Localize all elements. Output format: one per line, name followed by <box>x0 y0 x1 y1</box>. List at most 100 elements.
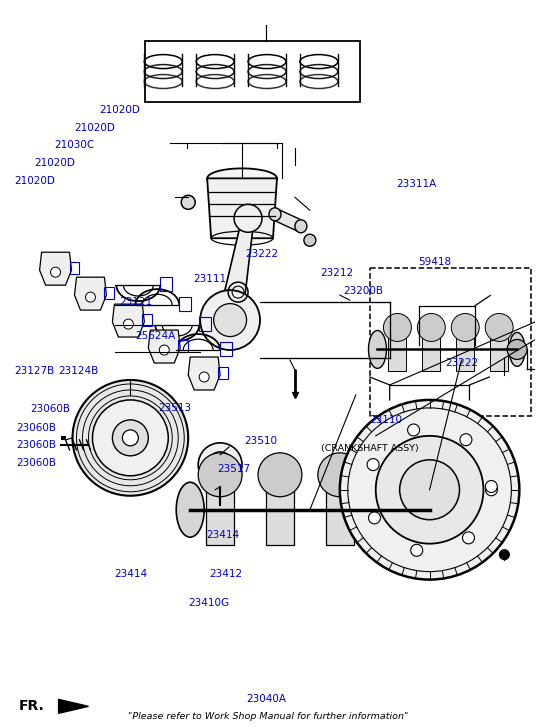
Text: 23060B: 23060B <box>30 404 70 414</box>
Circle shape <box>486 483 497 496</box>
Bar <box>326 475 354 510</box>
Circle shape <box>407 424 420 436</box>
Circle shape <box>304 234 316 246</box>
Circle shape <box>207 452 233 478</box>
Text: 23127B: 23127B <box>14 366 54 376</box>
Polygon shape <box>207 178 277 238</box>
Bar <box>456 350 474 371</box>
Bar <box>389 350 406 371</box>
Circle shape <box>159 345 169 355</box>
Bar <box>386 510 414 545</box>
Circle shape <box>113 420 148 456</box>
Polygon shape <box>113 304 144 337</box>
Text: 21020D: 21020D <box>34 158 75 168</box>
Text: 23414: 23414 <box>115 569 148 579</box>
Bar <box>145 41 360 103</box>
Text: 23060B: 23060B <box>17 458 57 468</box>
Circle shape <box>367 459 379 470</box>
Circle shape <box>368 512 381 524</box>
Text: FR.: FR. <box>19 699 44 713</box>
Bar <box>266 475 294 510</box>
Ellipse shape <box>509 332 525 366</box>
Text: 23060B: 23060B <box>17 423 57 433</box>
Ellipse shape <box>295 220 307 233</box>
Bar <box>199 317 211 331</box>
Text: 23212: 23212 <box>321 268 354 278</box>
Circle shape <box>200 290 260 350</box>
Bar <box>206 510 234 545</box>
Polygon shape <box>75 277 107 310</box>
Bar <box>456 327 474 350</box>
Text: 23311A: 23311A <box>396 179 436 188</box>
Circle shape <box>92 400 168 475</box>
Text: 21020D: 21020D <box>14 177 55 186</box>
Text: 23510: 23510 <box>244 436 277 446</box>
Polygon shape <box>218 217 254 322</box>
Polygon shape <box>58 699 88 713</box>
Text: 23414: 23414 <box>206 531 240 540</box>
Ellipse shape <box>269 208 281 221</box>
Bar <box>206 475 234 510</box>
Bar <box>179 297 191 311</box>
Text: "Please refer to Work Shop Manual for further information": "Please refer to Work Shop Manual for fu… <box>128 712 408 721</box>
Circle shape <box>460 434 472 446</box>
Circle shape <box>85 292 95 302</box>
Text: 23200B: 23200B <box>343 286 383 296</box>
Circle shape <box>214 304 247 337</box>
Text: (CRANKSHAFT ASSY): (CRANKSHAFT ASSY) <box>322 444 419 453</box>
Bar <box>326 510 354 545</box>
Bar <box>370 268 531 416</box>
Text: 23513: 23513 <box>159 403 191 413</box>
Circle shape <box>376 436 483 544</box>
Circle shape <box>214 459 226 471</box>
Polygon shape <box>275 208 301 233</box>
Bar <box>160 277 172 291</box>
Polygon shape <box>188 357 220 390</box>
Circle shape <box>418 313 445 342</box>
Circle shape <box>258 453 302 497</box>
Text: 23040A: 23040A <box>247 694 286 704</box>
Bar <box>218 367 228 379</box>
Circle shape <box>486 481 497 492</box>
Circle shape <box>507 340 527 359</box>
Circle shape <box>181 196 195 209</box>
Circle shape <box>451 313 479 342</box>
Bar <box>105 287 114 299</box>
Text: 25624A: 25624A <box>136 331 176 341</box>
Circle shape <box>411 545 423 556</box>
Bar <box>143 314 152 326</box>
Text: 21030C: 21030C <box>54 140 94 150</box>
Circle shape <box>199 372 209 382</box>
Ellipse shape <box>416 485 443 534</box>
Ellipse shape <box>176 482 204 537</box>
Bar <box>266 510 294 545</box>
Circle shape <box>122 430 138 446</box>
Bar <box>490 327 508 350</box>
Bar <box>386 475 414 510</box>
Circle shape <box>500 550 509 560</box>
Text: 23060B: 23060B <box>17 441 57 451</box>
Circle shape <box>50 268 61 277</box>
Circle shape <box>318 453 362 497</box>
Text: 23110: 23110 <box>370 415 403 425</box>
Circle shape <box>378 453 422 497</box>
Circle shape <box>463 532 474 544</box>
Bar <box>422 327 440 350</box>
Circle shape <box>123 319 133 329</box>
Circle shape <box>198 443 242 487</box>
Text: 23222: 23222 <box>245 249 279 259</box>
Text: 59418: 59418 <box>418 257 451 267</box>
Bar <box>422 350 440 371</box>
Circle shape <box>234 204 262 232</box>
Bar <box>220 342 232 356</box>
Text: 23412: 23412 <box>209 569 242 579</box>
Circle shape <box>383 313 412 342</box>
Text: 21020D: 21020D <box>75 123 115 132</box>
Text: 23121: 23121 <box>120 297 153 307</box>
Bar <box>178 340 188 352</box>
Circle shape <box>400 459 459 520</box>
Ellipse shape <box>368 331 386 369</box>
Circle shape <box>198 453 242 497</box>
Circle shape <box>340 400 519 579</box>
Circle shape <box>415 496 444 523</box>
